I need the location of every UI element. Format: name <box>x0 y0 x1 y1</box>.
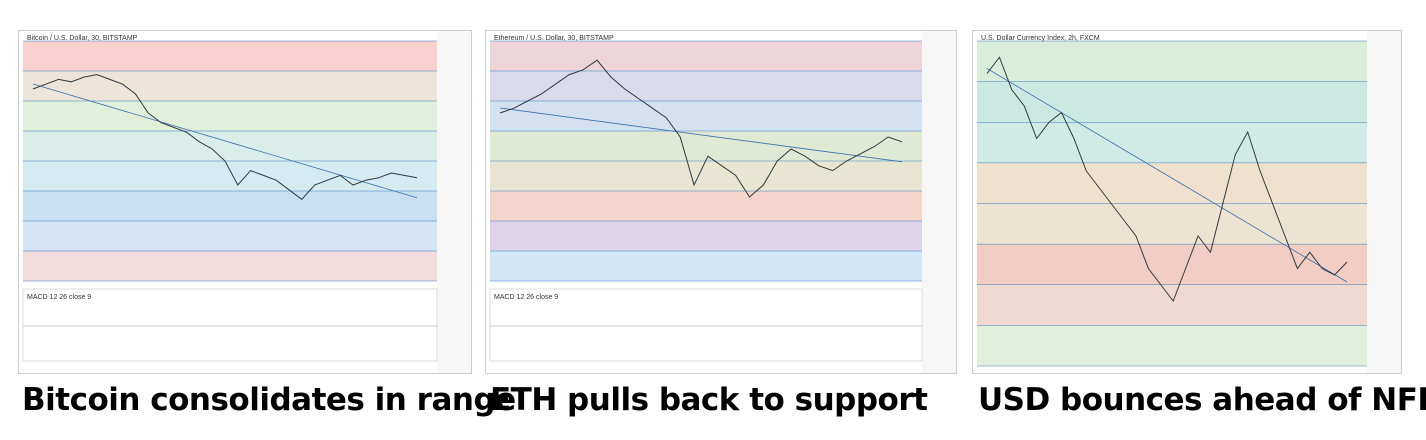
indicator-pane <box>489 288 923 362</box>
fib-band <box>490 191 922 221</box>
indicator-label: MACD 12 26 close 9 <box>494 294 558 301</box>
fib-band <box>490 71 922 101</box>
chart-header: Ethereum / U.S. Dollar, 30, BITSTAMP <box>494 35 614 42</box>
caption: ETH pulls back to support <box>490 382 928 418</box>
btc-chart: Bitcoin / U.S. Dollar, 30, BITSTAMP MACD … <box>18 30 472 374</box>
caption: Bitcoin consolidates in range <box>22 382 516 418</box>
price-line <box>32 74 418 201</box>
price-axis <box>437 31 471 373</box>
eth-chart: Ethereum / U.S. Dollar, 30, BITSTAMP MACD… <box>485 30 957 374</box>
fib-band <box>23 71 437 101</box>
price-line <box>986 56 1348 303</box>
caption: USD bounces ahead of NFP <box>978 382 1426 418</box>
fib-band <box>490 101 922 131</box>
fib-band <box>977 162 1367 204</box>
trend-line <box>986 68 1348 283</box>
fib-band <box>23 251 437 281</box>
indicator-label: MACD 12 26 close 9 <box>27 294 91 301</box>
fib-band <box>490 251 922 281</box>
fib-band <box>23 161 437 191</box>
fib-band <box>23 101 437 131</box>
fib-band <box>23 41 437 71</box>
fib-band <box>977 325 1367 366</box>
indicator-pane <box>22 288 438 362</box>
fib-band <box>23 131 437 161</box>
fib-band <box>490 131 922 161</box>
fib-band <box>23 191 437 221</box>
fib-band <box>490 221 922 251</box>
price-axis <box>1367 31 1401 373</box>
fib-band <box>490 161 922 191</box>
fib-band <box>977 244 1367 285</box>
trend-line <box>32 83 418 199</box>
fib-band <box>490 41 922 71</box>
fib-band <box>23 221 437 251</box>
usd-chart: U.S. Dollar Currency Index, 2h, FXCM <box>972 30 1402 374</box>
price-axis <box>922 31 956 373</box>
fib-band <box>977 122 1367 163</box>
fib-band <box>977 81 1367 123</box>
chart-header: Bitcoin / U.S. Dollar, 30, BITSTAMP <box>27 35 138 42</box>
trend-line <box>499 107 903 163</box>
price-line <box>499 59 903 198</box>
fib-band <box>977 284 1367 326</box>
chart-header: U.S. Dollar Currency Index, 2h, FXCM <box>981 35 1100 42</box>
fib-band <box>977 203 1367 245</box>
fib-band <box>977 41 1367 82</box>
